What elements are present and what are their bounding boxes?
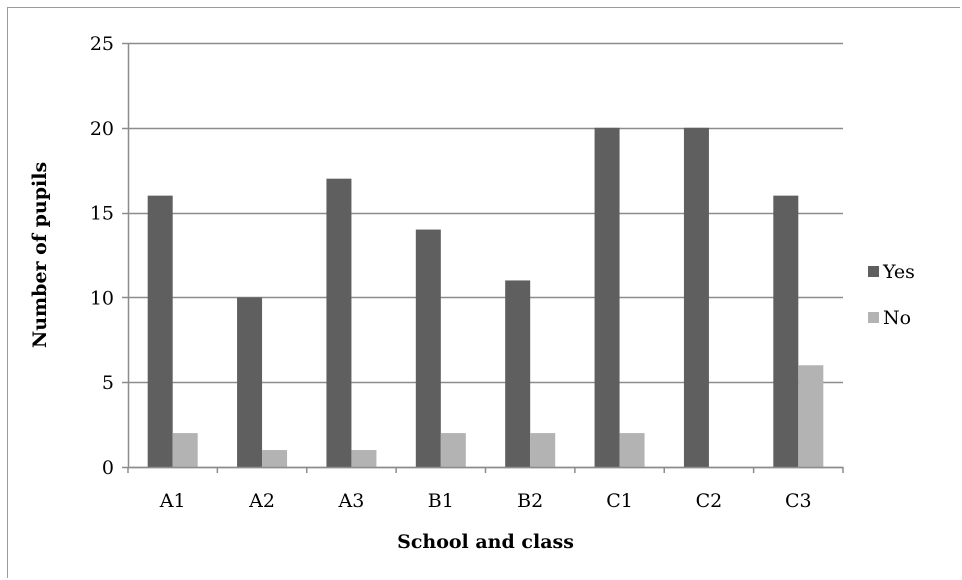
bar-no-c1 bbox=[619, 433, 645, 467]
bar-yes-c3 bbox=[773, 195, 799, 467]
y-tick-label-15: 15 bbox=[90, 203, 114, 225]
bar-yes-b1 bbox=[415, 229, 441, 467]
x-tick-label-c3: C3 bbox=[785, 490, 812, 512]
y-tick-label-0: 0 bbox=[102, 457, 114, 479]
bar-no-b2 bbox=[530, 433, 556, 467]
x-axis-title: School and class bbox=[397, 531, 574, 553]
bar-yes-a2 bbox=[237, 297, 263, 467]
bar-yes-a3 bbox=[326, 178, 352, 467]
y-tick-label-20: 20 bbox=[90, 118, 114, 140]
legend-label-yes: Yes bbox=[882, 261, 915, 283]
x-tick-label-c1: C1 bbox=[606, 490, 633, 512]
bar-no-a3 bbox=[351, 450, 377, 467]
x-tick-label-a1: A1 bbox=[159, 490, 186, 512]
bars bbox=[147, 127, 824, 468]
bar-yes-c2 bbox=[683, 127, 709, 468]
x-tick-label-a3: A3 bbox=[338, 490, 365, 512]
x-tick-label-a2: A2 bbox=[248, 490, 275, 512]
x-tick-labels: A1 A2 A3 B1 B2 C1 C2 C3 bbox=[159, 490, 812, 512]
legend-swatch-yes bbox=[868, 266, 879, 277]
x-tick-label-c2: C2 bbox=[696, 490, 723, 512]
legend-label-no: No bbox=[883, 307, 911, 329]
y-tick-labels: 0 5 10 15 20 25 bbox=[90, 33, 114, 479]
chart-frame bbox=[7, 7, 960, 578]
bar-yes-b2 bbox=[505, 280, 531, 467]
legend: Yes No bbox=[868, 261, 915, 329]
x-tick-label-b1: B1 bbox=[428, 490, 454, 512]
y-tick-label-25: 25 bbox=[90, 33, 114, 55]
bar-no-a1 bbox=[172, 433, 198, 467]
x-tick-label-b2: B2 bbox=[517, 490, 543, 512]
bar-yes-c1 bbox=[594, 127, 620, 468]
y-tick-label-5: 5 bbox=[102, 372, 114, 394]
axes bbox=[122, 42, 844, 473]
legend-swatch-no bbox=[868, 312, 879, 323]
bar-no-b1 bbox=[440, 433, 466, 467]
y-axis-title: Number of pupils bbox=[29, 162, 51, 348]
gridlines bbox=[128, 42, 843, 469]
bar-yes-a1 bbox=[147, 195, 173, 467]
bar-no-a2 bbox=[262, 450, 288, 467]
bar-no-c3 bbox=[798, 365, 824, 467]
y-tick-label-10: 10 bbox=[90, 287, 114, 309]
